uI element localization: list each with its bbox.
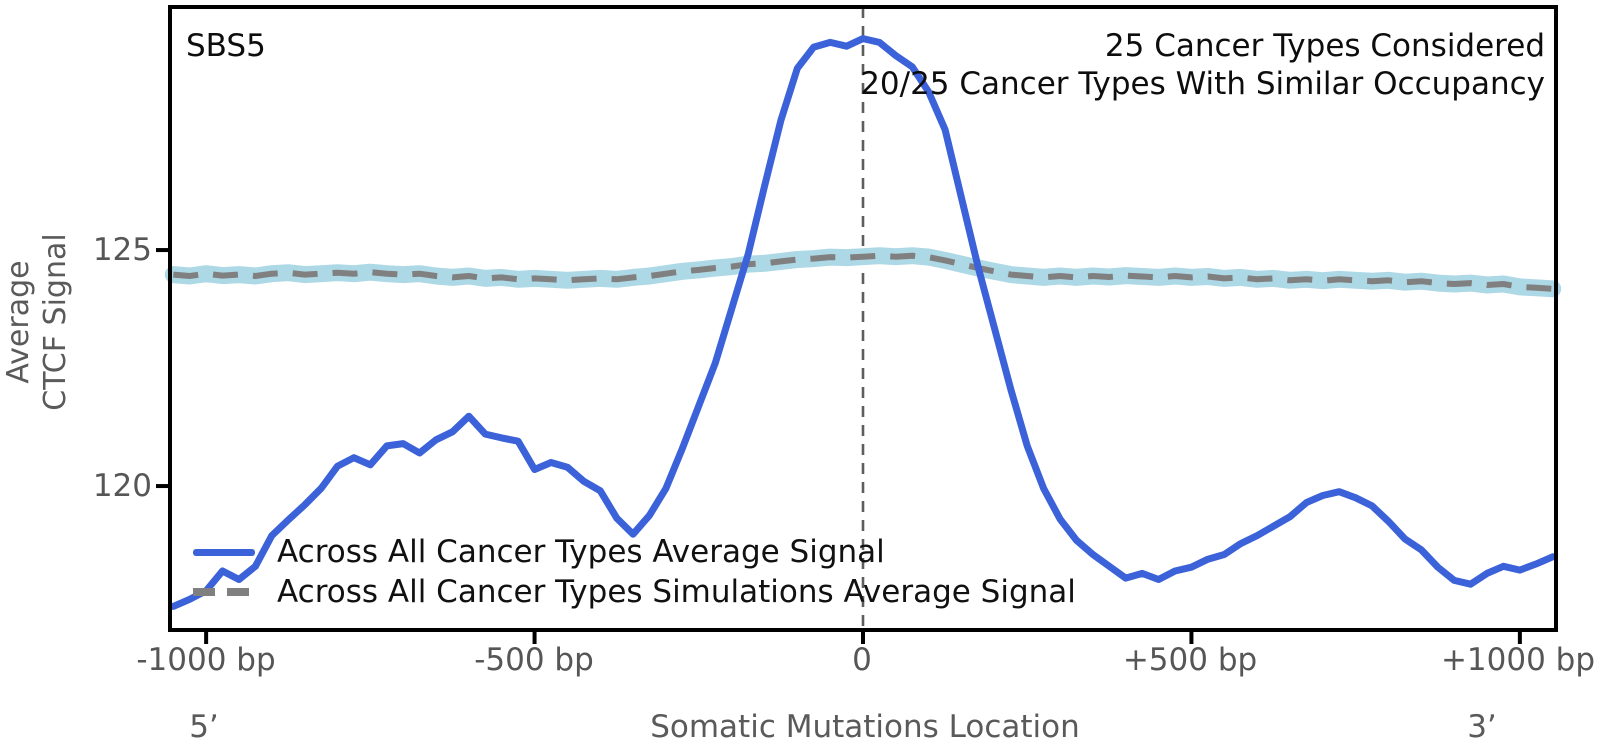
y-axis-label-line-1: Average: [1, 260, 36, 384]
x-tick-label-minus-1000bp: -1000 bp: [136, 642, 276, 678]
legend-label-average-signal: Across All Cancer Types Average Signal: [277, 534, 885, 570]
average-signal-line: [169, 35, 1557, 610]
legend-row-simulations-signal: Across All Cancer Types Simulations Aver…: [193, 572, 1076, 612]
legend-label-simulations-signal: Across All Cancer Types Simulations Aver…: [277, 574, 1076, 610]
annotation-line-1: 25 Cancer Types Considered: [1104, 28, 1545, 64]
annotation-block: 25 Cancer Types Considered 20/25 Cancer …: [860, 27, 1545, 103]
three-prime-label: 3’: [1467, 709, 1497, 745]
y-tick-label-125: 125: [92, 232, 152, 268]
x-tick-label-0: 0: [852, 642, 872, 678]
y-axis-label-line-2: CTCF Signal: [38, 233, 73, 411]
x-tick-label-plus-500bp: +500 bp: [1122, 642, 1258, 678]
signature-label: SBS5: [186, 28, 266, 64]
simulations-average-line: [173, 252, 1553, 292]
legend-row-average-signal: Across All Cancer Types Average Signal: [193, 532, 1076, 572]
solid-line-swatch-icon: [193, 548, 255, 556]
x-tick-label-plus-1000bp: +1000 bp: [1440, 642, 1596, 678]
y-tick-label-120: 120: [92, 468, 152, 504]
five-prime-label: 5’: [189, 709, 219, 745]
x-axis-label: Somatic Mutations Location: [650, 709, 1080, 745]
annotation-line-2: 20/25 Cancer Types With Similar Occupanc…: [860, 66, 1545, 102]
legend: Across All Cancer Types Average Signal A…: [193, 532, 1076, 612]
y-axis-label: Average CTCF Signal: [0, 122, 80, 522]
x-tick-label-minus-500bp: -500 bp: [474, 642, 594, 678]
dashed-line-swatch-icon: [193, 588, 255, 596]
